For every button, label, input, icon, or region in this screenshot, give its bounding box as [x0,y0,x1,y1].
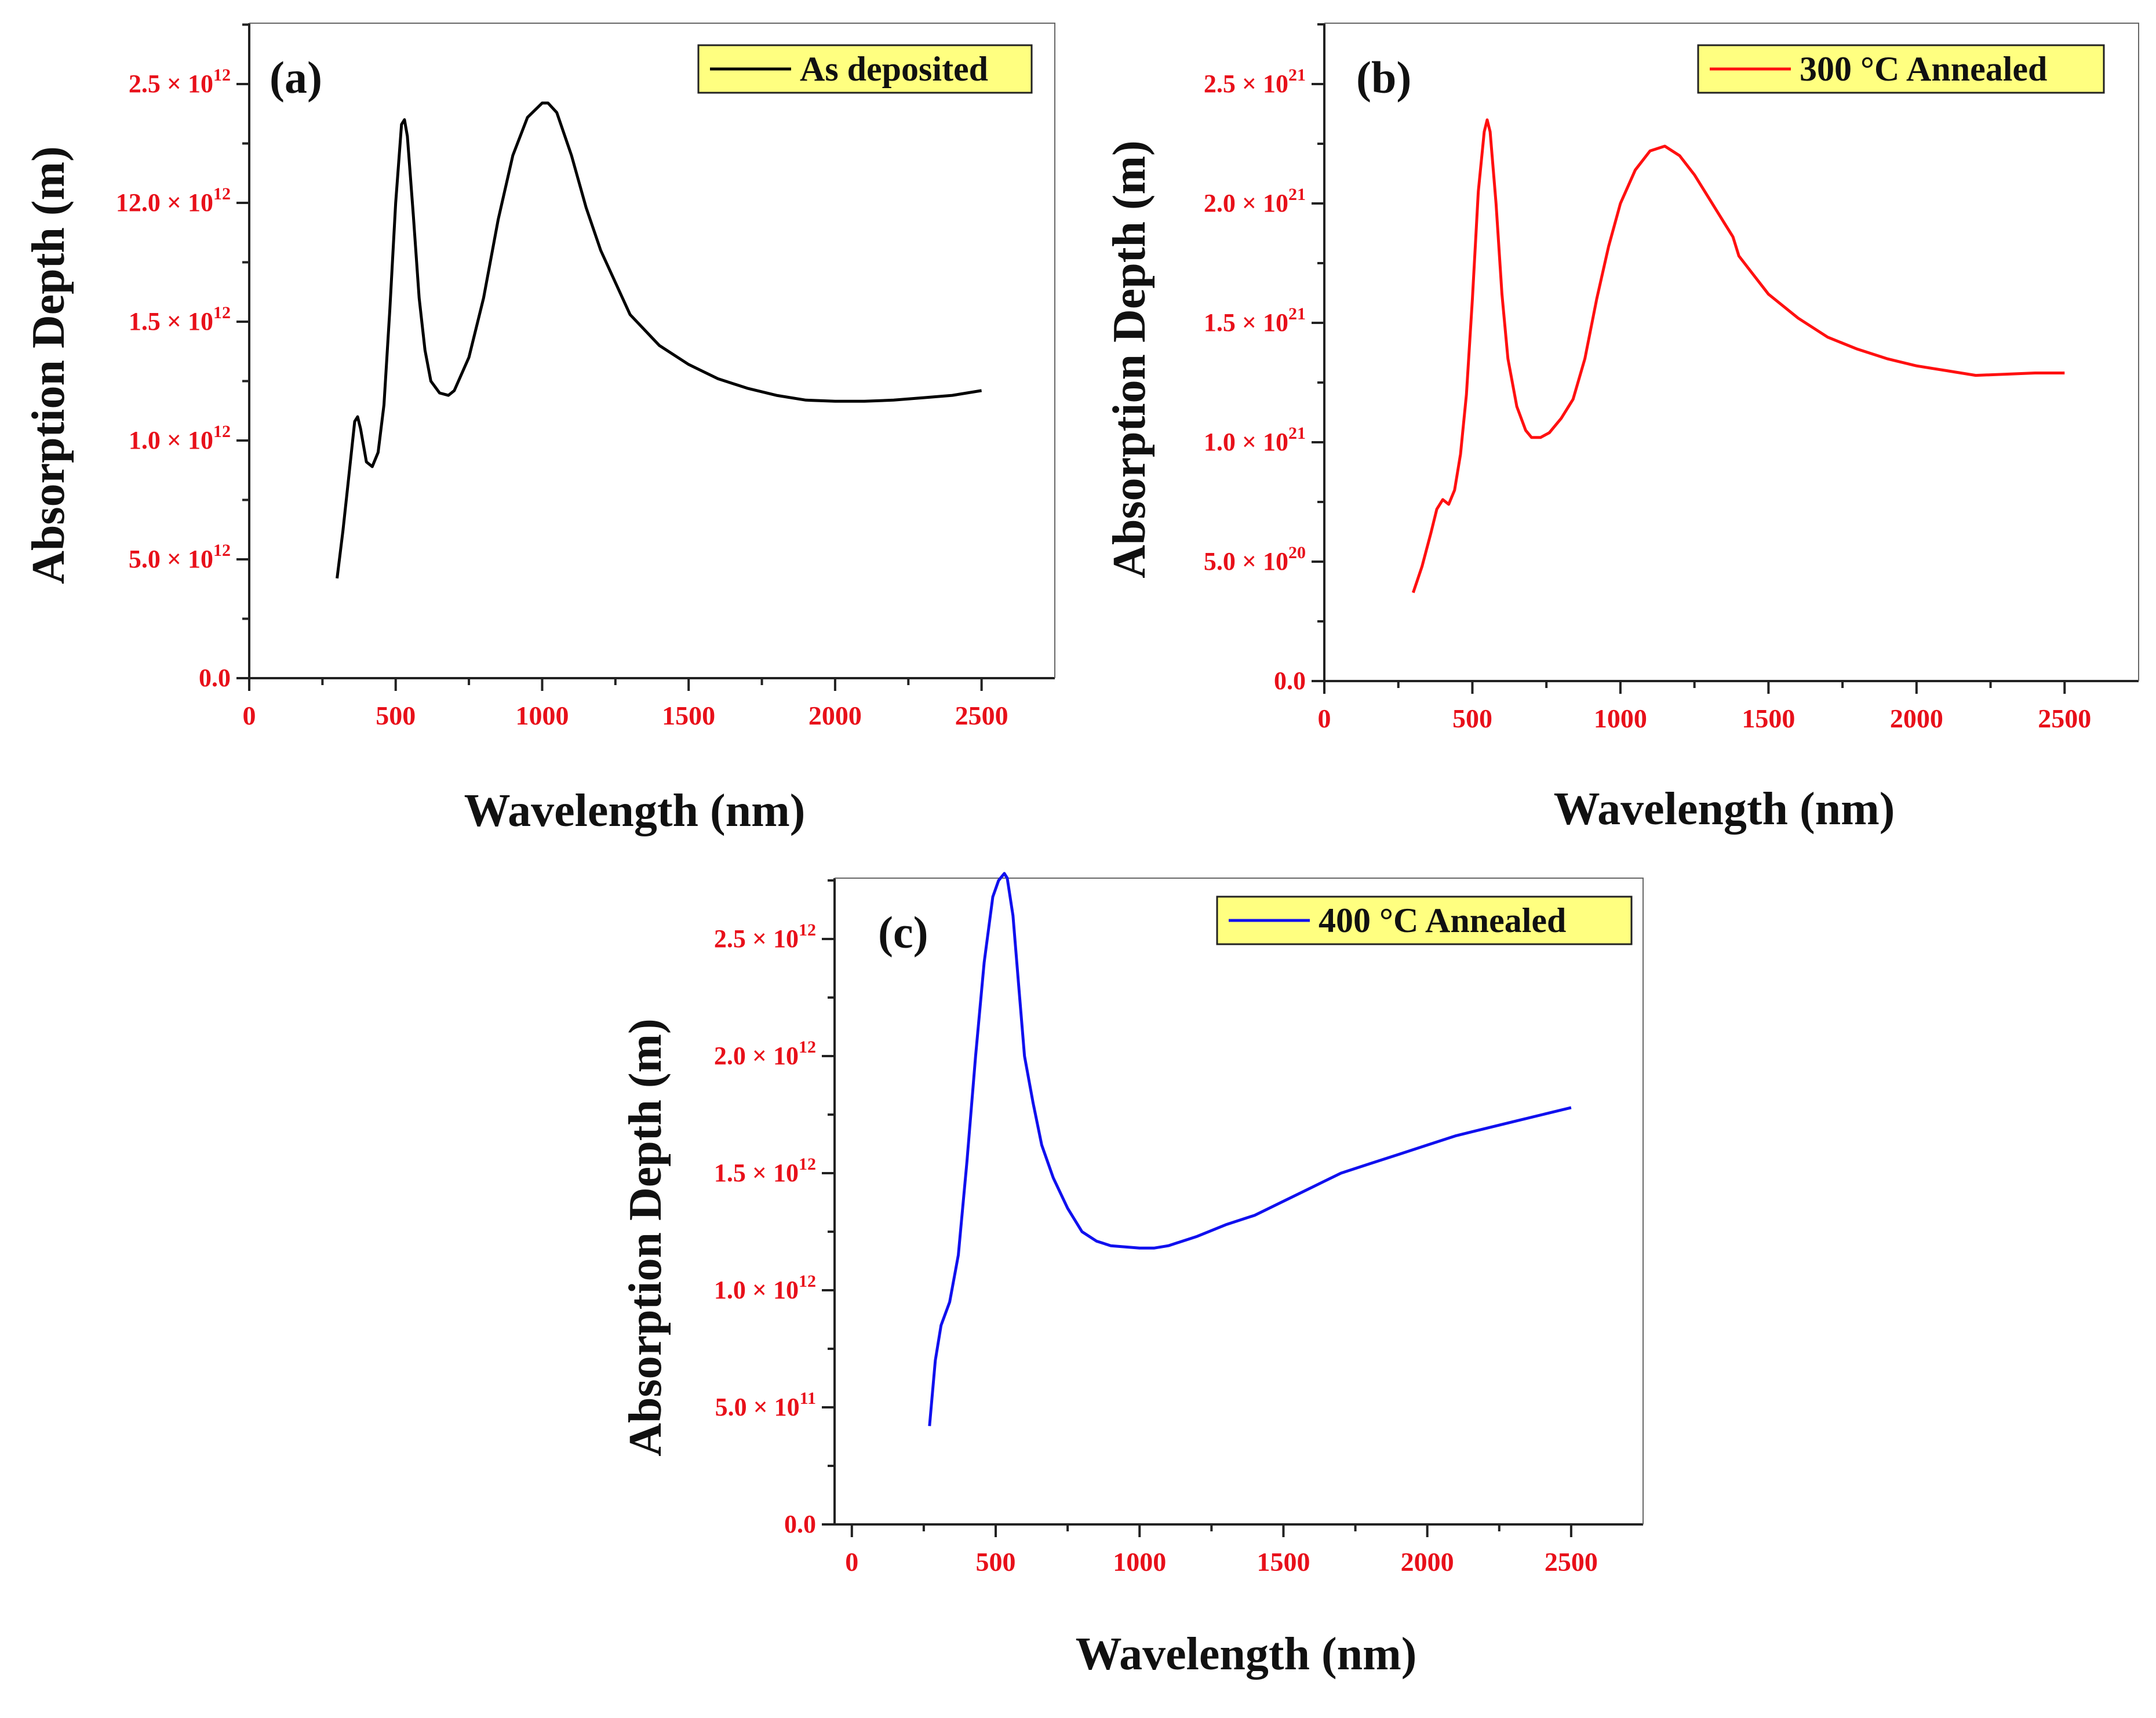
panel-b-x-tick-label: 1500 [1742,704,1795,733]
panel-b-axis-frame-top-right [1324,23,2139,681]
panel-c-axes: 0.0 5.0 × 1011 1.0 × 1012 1.5 × 1012 2.0 × 1… [714,878,1644,1577]
panel-a-series-line [336,101,982,579]
panel-c-legend: 400 °C Annealed [1216,896,1633,945]
panel-a-y-axis-title: Absorption Depth (m) [23,146,74,584]
panel-c-x-axis-title: Wavelength (nm) [1076,1629,1417,1680]
panel-a-y-tick-label: 12.0 × 1012 [116,184,231,217]
panel-c-x-tick-label: 1500 [1257,1547,1310,1577]
panel-a-x-tick-label: 0 [243,701,256,730]
panel-c-y-tick-label: 1.5 × 1012 [714,1155,816,1187]
panel-a-axis-frame-top-right [249,23,1055,678]
panel-c-y-axis-title: Absorption Depth (m) [620,1018,671,1457]
panel-c-axis-frame-top-right [835,878,1644,1524]
panel-b-x-tick-label: 2500 [2038,704,2091,733]
panel-a-label: (a) [270,52,322,103]
panel-a-x-tick-label: 1000 [515,701,569,730]
panel-a-x-tick-label: 2000 [808,701,862,730]
panel-a-x-axis-title: Wavelength (nm) [464,785,806,836]
panel-c-y-tick-label: 1.0 × 1012 [714,1272,816,1304]
panel-b-y-tick-label: 1.5 × 1021 [1204,304,1306,337]
panel-b-y-tick-label: 5.0 × 1020 [1204,543,1306,576]
panel-a-legend-label: As deposited [800,50,988,88]
panel-c-y-tick-label: 2.0 × 1012 [714,1038,816,1070]
panel-a-y-tick-label: 0.0 [199,664,231,692]
panel-a-x-tick-label: 500 [376,701,416,730]
panel-b-y-tick-label: 0.0 [1274,667,1306,695]
panel-b-legend-label: 300 °C Annealed [1800,50,2047,88]
panel-c-y-tick-label: 2.5 × 1012 [714,920,816,953]
panel-b-y-tick-label: 2.0 × 1021 [1204,185,1306,217]
panel-b-series-line [1411,118,2065,594]
panel-c-x-tick-label: 1000 [1113,1547,1166,1577]
panel-a-y-tick-label: 1.5 × 1012 [129,303,231,336]
panel-c-label: (c) [878,907,928,958]
panel-c-x-tick-label: 2000 [1401,1547,1454,1577]
panel-b-marks [1411,118,2065,594]
panel-b: (b) 300 °C Annealed Wavelength (nm) Abso… [1104,23,2139,835]
panel-c: (c) 400 °C Annealed Wavelength (nm) Abso… [620,872,1644,1680]
panel-c-marks [928,872,1572,1426]
panel-b-x-tick-label: 0 [1318,704,1331,733]
panel-b-y-axis-title: Absorption Depth (m) [1104,140,1155,578]
panel-a-y-tick-label: 5.0 × 1012 [129,541,231,573]
panel-a-y-tick-label: 1.0 × 1012 [129,422,231,454]
panel-a-marks [336,101,982,579]
panel-b-y-tick-label: 2.5 × 1021 [1204,65,1306,98]
panel-b-x-axis-title: Wavelength (nm) [1554,784,1895,835]
panel-b-x-tick-label: 500 [1452,704,1492,733]
panel-a-x-tick-label: 2500 [955,701,1008,730]
panel-b-label: (b) [1356,52,1411,103]
panel-c-axis-frame [833,878,1643,1526]
panel-c-legend-label: 400 °C Annealed [1319,901,1566,940]
panel-a-axis-frame [248,23,1055,679]
panel-a-legend: As deposited [697,44,1033,94]
panel-a-y-tick-label: 2.5 × 1012 [129,65,231,98]
panel-c-x-tick-label: 500 [976,1547,1016,1577]
panel-c-y-tick-label: 0.0 [784,1510,816,1538]
panel-a-x-tick-label: 1500 [662,701,715,730]
panel-b-y-tick-label: 1.0 × 1021 [1204,424,1306,456]
panel-b-x-tick-label: 1000 [1594,704,1647,733]
panel-c-y-tick-label: 5.0 × 1011 [715,1389,816,1421]
panel-b-legend: 300 °C Annealed [1697,44,2105,94]
panel-c-x-tick-label: 0 [845,1547,858,1577]
panel-c-series-line [928,872,1572,1426]
panel-b-x-tick-label: 2000 [1890,704,1943,733]
panel-b-axes: 0.0 5.0 × 1020 1.0 × 1021 1.5 × 1021 2.0 × 1… [1204,23,2139,733]
panel-a: (a) As deposited Wavelength (nm) Absorpt… [23,23,1055,836]
panel-a-axes: 0.0 5.0 × 1012 1.0 × 1012 1.5 × 1012 12.0 × … [116,23,1055,730]
panel-b-axis-frame [1323,23,2139,682]
panel-c-x-tick-label: 2500 [1545,1547,1598,1577]
